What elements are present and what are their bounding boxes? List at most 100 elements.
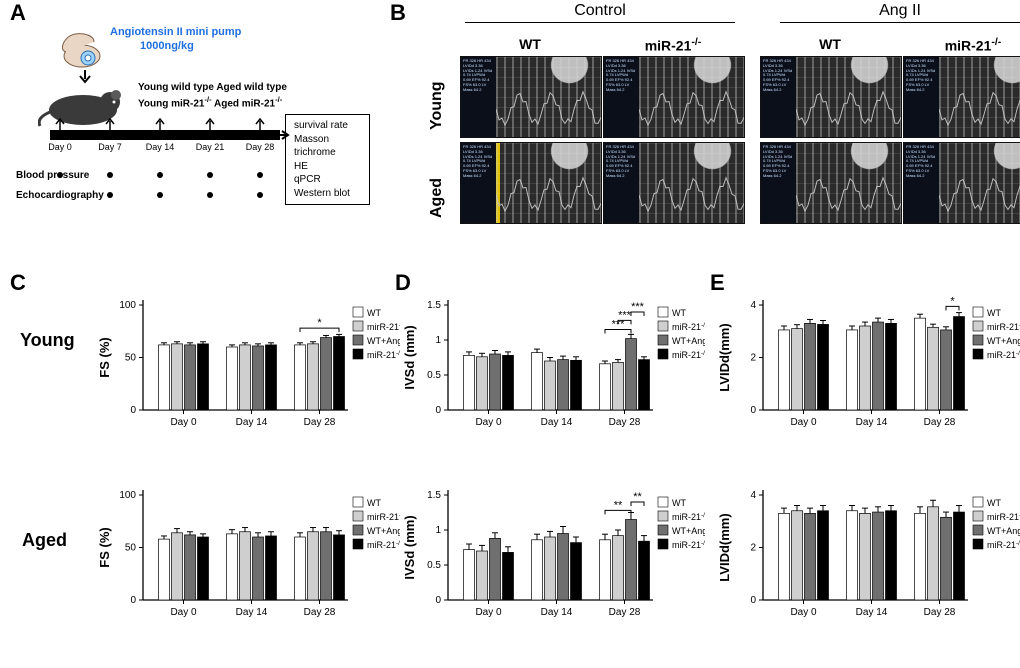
- timeline-echo-dot: [207, 192, 213, 198]
- b-row-aged: Aged: [428, 178, 446, 218]
- echo-side-readout: FR 326 HR 434 LVIDd 3.36 LVIDs 1.24 IVSd…: [463, 59, 494, 135]
- pump-label-2: 1000ng/kg: [140, 40, 194, 52]
- svg-text:mirR-21-/-: mirR-21-/-: [987, 322, 1020, 333]
- timeline-bp-dot: [107, 172, 113, 178]
- svg-text:WT+Ang II: WT+Ang II: [367, 526, 400, 536]
- echo-thumbnail: FR 326 HR 434 LVIDd 3.36 LVIDs 1.24 IVSd…: [760, 56, 902, 138]
- svg-text:100: 100: [119, 490, 136, 501]
- echo-side-readout: FR 326 HR 434 LVIDd 3.36 LVIDs 1.24 IVSd…: [763, 59, 794, 135]
- echo-side-readout: FR 326 HR 434 LVIDd 3.36 LVIDs 1.24 IVSd…: [606, 145, 637, 221]
- timeline-bp-dot: [257, 172, 263, 178]
- svg-text:mirR-21-/-: mirR-21-/-: [367, 512, 400, 523]
- panel-b: Control Ang II WT miR-21-/- WT miR-21-/-…: [390, 0, 1010, 240]
- hand-pump-illustration: [40, 18, 110, 76]
- timeline-bar: [50, 130, 280, 140]
- svg-text:Day 14: Day 14: [236, 607, 268, 618]
- svg-text:IVSd (mm): IVSd (mm): [402, 515, 417, 579]
- svg-text:0: 0: [750, 405, 756, 416]
- timeline-day-label: Day 0: [42, 142, 78, 152]
- svg-text:Day 28: Day 28: [304, 607, 336, 618]
- echo-side-readout: FR 326 HR 434 LVIDd 3.36 LVIDs 1.24 IVSd…: [463, 145, 494, 221]
- svg-text:1.5: 1.5: [427, 490, 441, 501]
- timeline-echo-dot: [107, 192, 113, 198]
- timeline-arrow-icon: [155, 118, 165, 130]
- svg-text:Day 14: Day 14: [236, 417, 268, 428]
- chart-c-aged: 0 50 100 FS (%) Day 0 Day 14 Day 28 WT mirR-21-/…: [95, 470, 400, 640]
- svg-text:Day 28: Day 28: [609, 417, 641, 428]
- b-sub-ko-2: miR-21-/-: [903, 36, 1020, 54]
- groups-line1: Young wild type Aged wild type: [138, 82, 287, 93]
- svg-text:miR-21-/-+Ang II: miR-21-/-+Ang II: [987, 350, 1020, 361]
- panel-letter-c: C: [10, 270, 26, 296]
- svg-text:FS (%): FS (%): [97, 337, 112, 377]
- svg-text:1.5: 1.5: [427, 300, 441, 311]
- timeline-day-label: Day 7: [92, 142, 128, 152]
- svg-text:miR-21-/-: miR-21-/-: [672, 512, 705, 523]
- echo-thumbnail: FR 326 HR 434 LVIDd 3.36 LVIDs 1.24 IVSd…: [460, 142, 602, 224]
- chart-d-young: 00.511.5IVSd (mm)Day 0Day 14Day 28******…: [400, 280, 705, 450]
- svg-text:WT: WT: [367, 498, 381, 508]
- svg-text:Day 28: Day 28: [304, 417, 336, 428]
- b-sub-ko-1: miR-21-/-: [603, 36, 743, 54]
- svg-text:0.5: 0.5: [427, 560, 441, 571]
- svg-text:50: 50: [125, 543, 137, 554]
- b-row-young: Young: [428, 81, 446, 130]
- svg-text:Day 0: Day 0: [475, 417, 502, 428]
- echo-thumbnail: FR 326 HR 434 LVIDd 3.36 LVIDs 1.24 IVSd…: [603, 142, 745, 224]
- svg-text:2: 2: [750, 543, 756, 554]
- svg-text:WT: WT: [672, 498, 686, 508]
- timeline-day-label: Day 28: [242, 142, 278, 152]
- echo-thumbnail: FR 326 HR 434 LVIDd 3.36 LVIDs 1.24 IVSd…: [603, 56, 745, 138]
- svg-text:WT+Ang II: WT+Ang II: [672, 526, 705, 536]
- timeline-arrow-icon: [55, 118, 65, 130]
- echo-thumbnail: FR 326 HR 434 LVIDd 3.36 LVIDs 1.24 IVSd…: [460, 56, 602, 138]
- svg-text:FS (%): FS (%): [97, 527, 112, 567]
- timeline-bp-dot: [207, 172, 213, 178]
- b-group-angii: Ang II: [760, 2, 1020, 23]
- svg-text:mirR-21-/-: mirR-21-/-: [987, 512, 1020, 523]
- timeline-day-label: Day 21: [192, 142, 228, 152]
- svg-text:0: 0: [130, 595, 136, 606]
- svg-text:LVIDd(mm): LVIDd(mm): [717, 323, 732, 391]
- svg-text:***: ***: [618, 309, 632, 321]
- svg-text:**: **: [633, 491, 642, 503]
- svg-text:WT: WT: [987, 498, 1001, 508]
- svg-text:Day 28: Day 28: [609, 607, 641, 618]
- b-sub-wt-1: WT: [460, 36, 600, 52]
- svg-text:Day 14: Day 14: [856, 607, 888, 618]
- svg-text:miR-21-/-+Ang II: miR-21-/-+Ang II: [367, 350, 400, 361]
- svg-text:Day 28: Day 28: [924, 417, 956, 428]
- chart-d-aged: 00.511.5IVSd (mm)Day 0Day 14Day 28****WT…: [400, 470, 705, 640]
- svg-text:Day 14: Day 14: [541, 607, 573, 618]
- svg-text:Day 14: Day 14: [541, 417, 573, 428]
- svg-text:miR-21-/- + Ang II: miR-21-/- + Ang II: [672, 350, 705, 361]
- svg-text:miR-21-/-+Ang II: miR-21-/-+Ang II: [367, 540, 400, 551]
- svg-text:0: 0: [750, 595, 756, 606]
- svg-text:mirR-21-/-: mirR-21-/-: [367, 322, 400, 333]
- svg-text:2: 2: [750, 353, 756, 364]
- svg-text:miR-21-/- + Ang II: miR-21-/- + Ang II: [672, 540, 705, 551]
- timeline-arrow-icon: [255, 118, 265, 130]
- svg-text:WT+Ang II: WT+Ang II: [367, 336, 400, 346]
- timeline-echo-dot: [157, 192, 163, 198]
- svg-text:Day 0: Day 0: [170, 607, 197, 618]
- echo-side-readout: FR 326 HR 434 LVIDd 3.36 LVIDs 1.24 IVSd…: [906, 59, 937, 135]
- chart-e-aged: 024LVIDd(mm)Day 0Day 14Day 28WTmirR-21-/…: [715, 470, 1020, 640]
- svg-text:IVSd (mm): IVSd (mm): [402, 325, 417, 389]
- svg-text:100: 100: [119, 300, 136, 311]
- bp-label: Blood pressure: [16, 170, 89, 181]
- svg-text:Day 28: Day 28: [924, 607, 956, 618]
- chart-e-young: 024LVIDd(mm)Day 0Day 14Day 28*WTmirR-21-…: [715, 280, 1020, 450]
- echo-side-readout: FR 326 HR 434 LVIDd 3.36 LVIDs 1.24 IVSd…: [763, 145, 794, 221]
- svg-text:*: *: [950, 295, 955, 307]
- svg-text:WT+Ang II: WT+Ang II: [672, 336, 705, 346]
- outcomes-box: survival rate Masson trichrome HE qPCR W…: [285, 114, 370, 205]
- svg-text:*: *: [317, 317, 322, 329]
- timeline-bp-dot: [57, 172, 63, 178]
- svg-text:WT: WT: [672, 308, 686, 318]
- svg-text:1: 1: [435, 525, 441, 536]
- echo-side-readout: FR 326 HR 434 LVIDd 3.36 LVIDs 1.24 IVSd…: [906, 145, 937, 221]
- svg-text:LVIDd(mm): LVIDd(mm): [717, 513, 732, 581]
- svg-text:Day 0: Day 0: [790, 607, 817, 618]
- svg-text:miR-21-/-: miR-21-/-: [672, 322, 705, 333]
